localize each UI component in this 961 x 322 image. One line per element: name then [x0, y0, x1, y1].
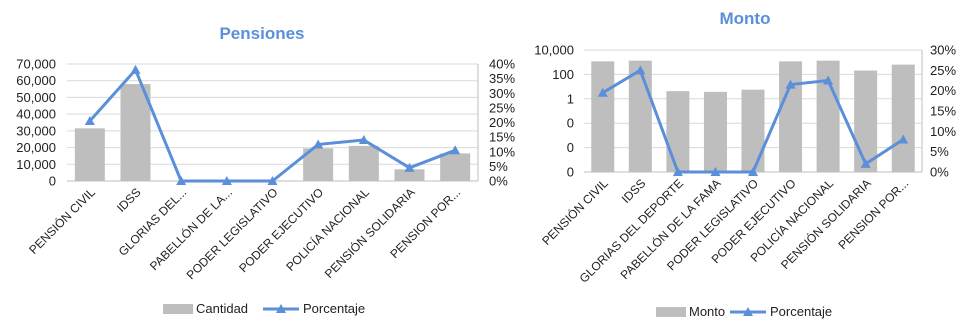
- bar: [666, 91, 690, 172]
- category-label: PENSIÓN SOLIDARIA: [321, 185, 417, 281]
- category-label: IDSS: [114, 185, 144, 215]
- line-point-marker: [898, 134, 909, 144]
- line-point-marker: [267, 176, 278, 185]
- bar: [348, 145, 379, 181]
- legend-label: Porcentaje: [770, 304, 832, 319]
- category-label: IDSS: [619, 176, 649, 206]
- line-point-marker: [672, 167, 683, 176]
- bar: [816, 60, 840, 172]
- line-point-marker: [176, 176, 187, 185]
- legend-marker: [743, 307, 753, 316]
- line-point-marker: [404, 162, 415, 172]
- bar: [628, 60, 652, 172]
- y-left-tick-label: 10,000: [16, 157, 56, 172]
- line-point-marker: [313, 139, 324, 149]
- line-point-marker: [450, 145, 461, 155]
- y-right-tick-label: 40%: [489, 57, 515, 72]
- chart-title: Pensiones: [219, 24, 304, 43]
- y-right-tick-label: 20%: [930, 83, 956, 98]
- line-point-marker: [130, 64, 141, 74]
- category-label: PODER EJECUTIVO: [236, 185, 326, 275]
- line-point-marker: [710, 167, 721, 176]
- legend-swatch-bar: [163, 304, 193, 314]
- line-point-marker: [785, 79, 796, 89]
- legend-label: Monto: [689, 304, 725, 319]
- y-left-tick-label: 10,000: [534, 43, 574, 58]
- line-point-marker: [358, 135, 369, 145]
- bar: [394, 169, 425, 181]
- bar: [703, 91, 727, 172]
- category-label: PENSION POR...: [835, 176, 911, 252]
- y-right-tick-label: 5%: [930, 144, 949, 159]
- legend-swatch-bar: [656, 307, 686, 317]
- y-right-tick-label: 25%: [489, 100, 515, 115]
- y-right-tick-label: 0%: [930, 165, 949, 180]
- category-label: PENSIÓN CIVIL: [539, 175, 612, 248]
- category-label: PODER LEGISLATIVO: [184, 185, 281, 282]
- y-left-tick-label: 20,000: [16, 140, 56, 155]
- legend-label: Porcentaje: [303, 301, 365, 316]
- y-left-tick-label: 60,000: [16, 73, 56, 88]
- legend-marker: [276, 304, 286, 313]
- category-label: PABELLÓN DE LA...: [146, 185, 235, 274]
- y-right-tick-label: 20%: [489, 115, 515, 130]
- y-right-tick-label: 30%: [489, 86, 515, 101]
- y-left-tick-label: 100: [552, 67, 574, 82]
- legend-label: Cantidad: [196, 301, 248, 316]
- line-point-marker: [748, 167, 758, 176]
- y-left-tick-label: 50,000: [16, 90, 56, 105]
- y-right-tick-label: 35%: [489, 71, 515, 86]
- y-right-tick-label: 5%: [489, 159, 508, 174]
- y-right-tick-label: 15%: [930, 104, 956, 119]
- y-left-tick-label: 0: [567, 116, 574, 131]
- y-right-tick-label: 25%: [930, 63, 956, 78]
- bar: [779, 61, 803, 172]
- bar: [120, 84, 151, 181]
- line-point-marker: [84, 116, 95, 126]
- line-point-marker: [221, 176, 232, 185]
- y-left-tick-label: 30,000: [16, 123, 56, 138]
- y-left-tick-label: 0: [49, 174, 56, 189]
- y-left-tick-label: 0: [567, 165, 574, 180]
- y-right-tick-label: 15%: [489, 130, 515, 145]
- category-label: POLICÍA NACIONAL: [283, 184, 373, 274]
- chart-title: Monto: [720, 9, 771, 28]
- bar: [440, 153, 471, 181]
- line-point-marker: [823, 75, 834, 85]
- y-left-tick-label: 70,000: [16, 57, 56, 72]
- y-right-tick-label: 30%: [930, 43, 956, 58]
- bar: [591, 61, 615, 172]
- bar: [854, 70, 878, 172]
- y-right-tick-label: 0%: [489, 174, 508, 189]
- y-left-tick-label: 40,000: [16, 107, 56, 122]
- bar: [741, 89, 765, 172]
- y-left-tick-label: 0: [567, 140, 574, 155]
- line-point-marker: [635, 65, 646, 75]
- y-right-tick-label: 10%: [930, 124, 956, 139]
- y-right-tick-label: 10%: [489, 144, 515, 159]
- chart-2: Monto 0 0 0 1 100 10,000 0% 5% 10% 15% 20% 25% 30% PEN…: [534, 9, 956, 319]
- line-point-marker: [860, 158, 871, 168]
- bar: [74, 128, 105, 181]
- y-left-tick-label: 1: [567, 91, 574, 106]
- line-point-marker: [597, 87, 608, 97]
- category-label: PENSIÓN CIVIL: [26, 184, 99, 257]
- bar: [891, 64, 915, 172]
